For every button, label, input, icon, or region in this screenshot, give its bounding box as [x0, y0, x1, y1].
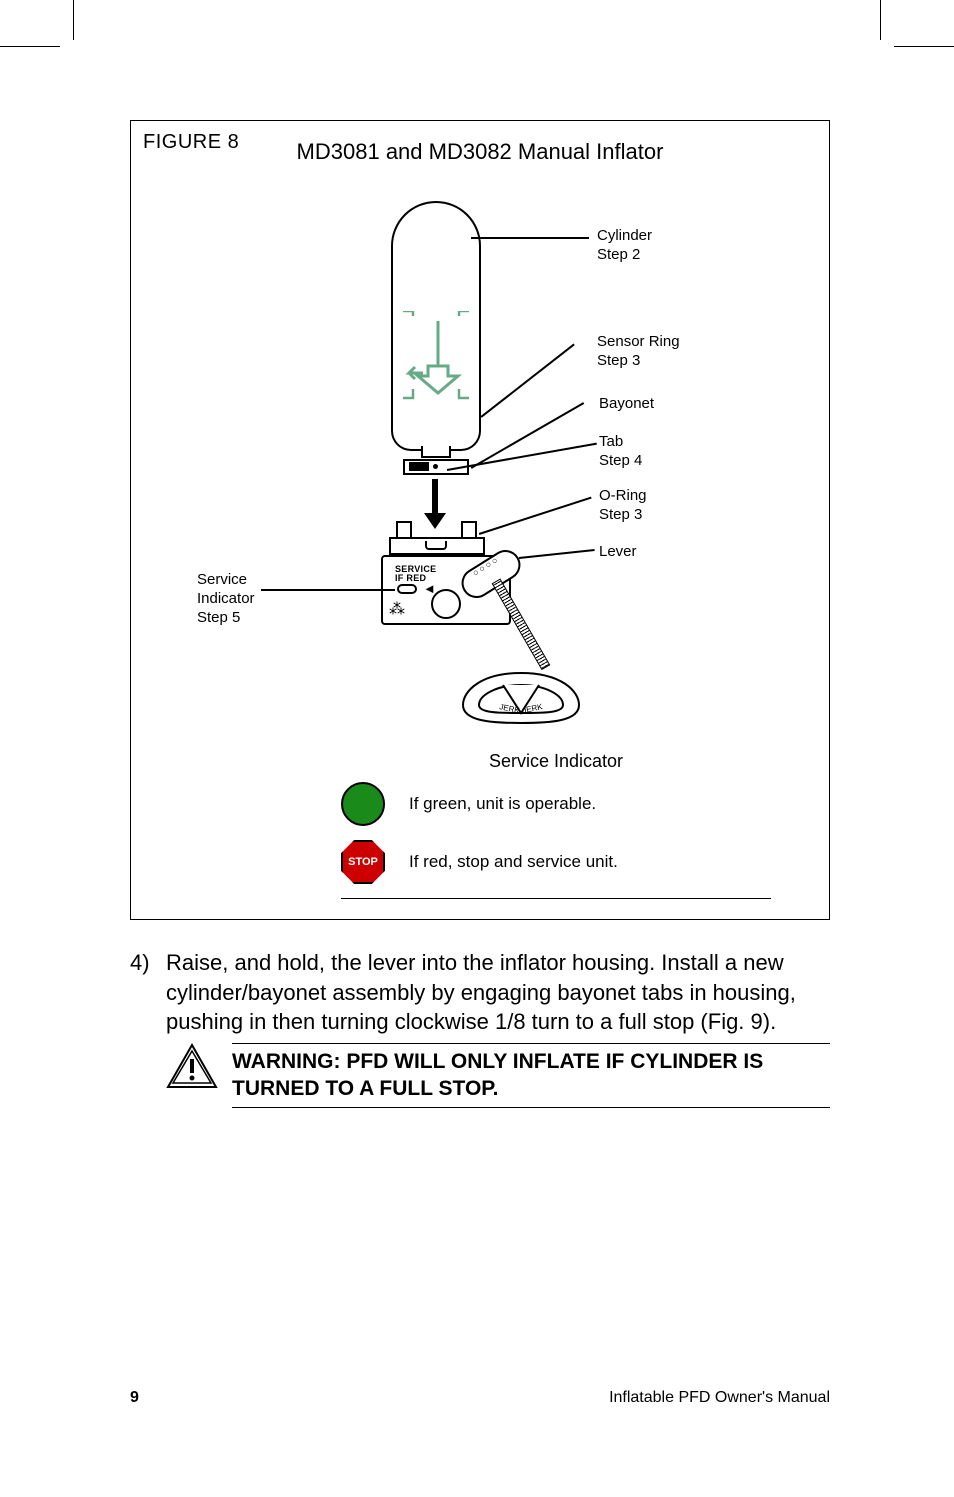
legend-red-text: If red, stop and service unit. [409, 852, 618, 872]
callout-lever: Lever [599, 543, 637, 562]
crop-marks [0, 0, 954, 50]
pull-handle: JERK JERK [461, 671, 581, 725]
warning-text-wrap: WARNING: PFD WILL ONLY INFLATE IF CYLIND… [232, 1043, 830, 1108]
service-indicator-legend: Service Indicator If green, unit is oper… [341, 751, 771, 899]
page-number: 9 [130, 1389, 139, 1407]
legend-separator [341, 898, 771, 899]
legend-row-green: If green, unit is operable. [341, 782, 771, 826]
tab-dot [433, 464, 438, 469]
tab-slot [409, 462, 429, 471]
texture-icon: ⁂ [389, 599, 405, 619]
down-arrow [432, 479, 438, 517]
callout-sensor-ring: Sensor RingStep 3 [597, 333, 680, 371]
callout-bayonet: Bayonet [599, 395, 654, 414]
step-4: 4)Raise, and hold, the lever into the in… [130, 948, 830, 1037]
housing-notch [425, 541, 447, 550]
legend-row-red: STOP If red, stop and service unit. [341, 840, 771, 884]
warning-icon [166, 1043, 218, 1089]
inflator-diagram: SERVICE IF RED ◄ ⁂ ○○○○ JERK JERK Cylind… [131, 181, 831, 741]
warning-block: WARNING: PFD WILL ONLY INFLATE IF CYLIND… [166, 1043, 830, 1108]
figure-title: MD3081 and MD3082 Manual Inflator [131, 139, 829, 165]
callout-line [479, 497, 592, 535]
legend-green-text: If green, unit is operable. [409, 794, 596, 814]
callout-line [471, 237, 589, 239]
callout-line [261, 589, 395, 591]
callout-cylinder: CylinderStep 2 [597, 227, 652, 265]
cylinder-arrow-icon [403, 311, 469, 401]
cylinder-neck [421, 446, 451, 458]
step-text: Raise, and hold, the lever into the infl… [166, 948, 816, 1037]
callout-oring: O-RingStep 3 [599, 487, 647, 525]
pivot-circle [431, 589, 461, 619]
manual-title: Inflatable PFD Owner's Manual [609, 1389, 830, 1407]
indicator-window [397, 584, 417, 594]
callout-tab: TabStep 4 [599, 433, 642, 471]
down-arrow-head [424, 513, 446, 529]
warning-text: WARNING: PFD WILL ONLY INFLATE IF CYLIND… [232, 1048, 830, 1103]
callout-service-indicator: Service Indicator Step 5 [197, 571, 255, 627]
page-content: FIGURE 8 MD3081 and MD3082 Manual Inflat… [130, 120, 830, 1108]
legend-title: Service Indicator [341, 751, 771, 772]
figure-8-box: FIGURE 8 MD3081 and MD3082 Manual Inflat… [130, 120, 830, 920]
cylinder-bottom [391, 411, 481, 451]
callout-line [519, 549, 595, 558]
page-footer: 9 Inflatable PFD Owner's Manual [130, 1389, 830, 1407]
step-number: 4) [130, 948, 166, 978]
callout-line [481, 344, 575, 418]
green-indicator-icon [341, 782, 385, 826]
stop-sign-icon: STOP [341, 840, 385, 884]
